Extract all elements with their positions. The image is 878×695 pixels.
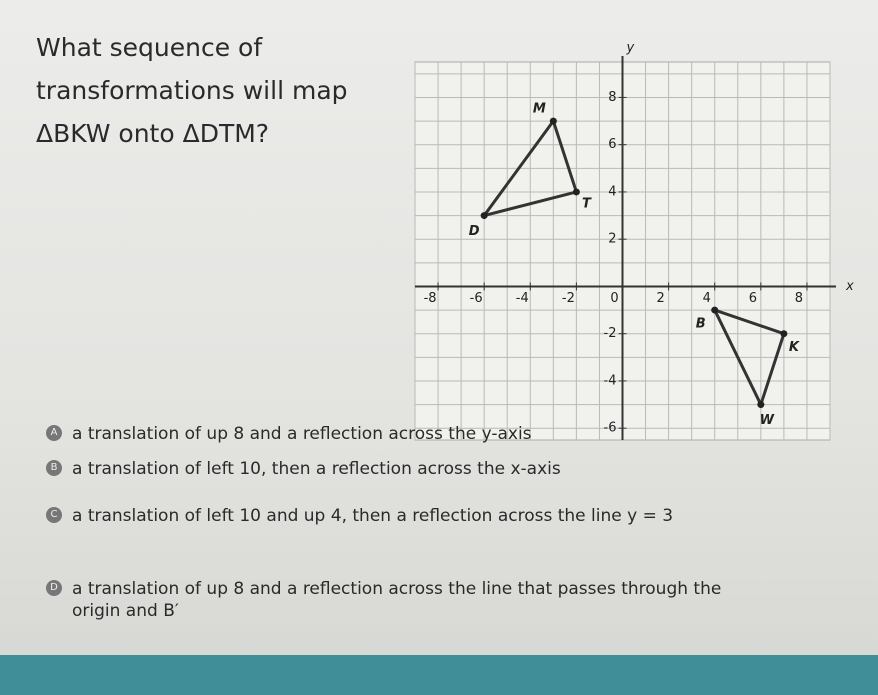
x-tick-label: 8 bbox=[795, 291, 803, 306]
option-text[interactable]: a translation of up 8 and a reflection a… bbox=[72, 424, 532, 444]
x-tick-label: -6 bbox=[470, 291, 483, 306]
x-tick-label: 2 bbox=[656, 291, 664, 306]
vertex bbox=[549, 117, 557, 125]
x-tick-label: 6 bbox=[749, 291, 757, 306]
option-letter[interactable]: A bbox=[46, 425, 62, 441]
vertex bbox=[757, 401, 765, 409]
y-tick-label: 8 bbox=[608, 90, 616, 105]
x-tick-label: 0 bbox=[610, 291, 618, 306]
vertex-label: M bbox=[533, 102, 546, 117]
option-text[interactable]: a translation of left 10, then a reflect… bbox=[72, 459, 561, 479]
vertex-label: W bbox=[760, 413, 775, 428]
x-axis-label: x bbox=[845, 279, 854, 294]
vertex bbox=[480, 212, 488, 220]
vertex bbox=[780, 330, 788, 338]
y-tick-label: -6 bbox=[604, 421, 617, 436]
vertex-label: D bbox=[469, 224, 480, 239]
vertex-label: B bbox=[696, 317, 706, 332]
y-tick-label: 6 bbox=[608, 137, 616, 152]
option-text[interactable]: a translation of left 10 and up 4, then … bbox=[72, 506, 674, 526]
y-tick-label: 4 bbox=[608, 184, 616, 199]
x-tick-label: -4 bbox=[516, 291, 529, 306]
vertex bbox=[711, 306, 719, 314]
y-tick-label: -4 bbox=[604, 373, 617, 388]
option-text[interactable]: a translation of up 8 and a reflection a… bbox=[72, 579, 722, 621]
bottom-bar bbox=[0, 655, 878, 695]
question: What sequence of transformations will ma… bbox=[36, 33, 348, 148]
x-tick-label: 4 bbox=[703, 291, 711, 306]
y-tick-label: -2 bbox=[604, 326, 617, 341]
vertex bbox=[572, 188, 580, 196]
y-tick-label: 2 bbox=[608, 232, 616, 247]
triangle bbox=[713, 308, 786, 407]
vertex-label: K bbox=[789, 340, 800, 355]
option-letter[interactable]: C bbox=[46, 507, 62, 523]
x-tick-label: -8 bbox=[424, 291, 437, 306]
triangle bbox=[482, 119, 578, 218]
vertex-label: T bbox=[582, 196, 592, 211]
option-letter[interactable]: B bbox=[46, 460, 62, 476]
y-axis-label: y bbox=[626, 41, 635, 56]
x-tick-label: -2 bbox=[562, 291, 575, 306]
option-letter[interactable]: D bbox=[46, 580, 62, 596]
